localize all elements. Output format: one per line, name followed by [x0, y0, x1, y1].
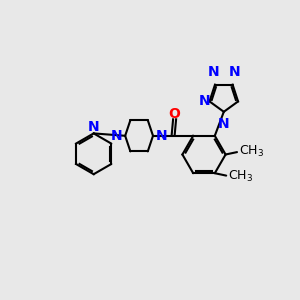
Text: CH$_3$: CH$_3$ — [228, 169, 254, 184]
Text: N: N — [88, 120, 100, 134]
Text: O: O — [168, 107, 180, 121]
Text: N: N — [198, 94, 210, 108]
Text: N: N — [156, 129, 168, 143]
Text: N: N — [208, 65, 219, 79]
Text: N: N — [218, 117, 229, 131]
Text: N: N — [228, 65, 240, 79]
Text: N: N — [110, 129, 122, 143]
Text: CH$_3$: CH$_3$ — [239, 144, 264, 159]
